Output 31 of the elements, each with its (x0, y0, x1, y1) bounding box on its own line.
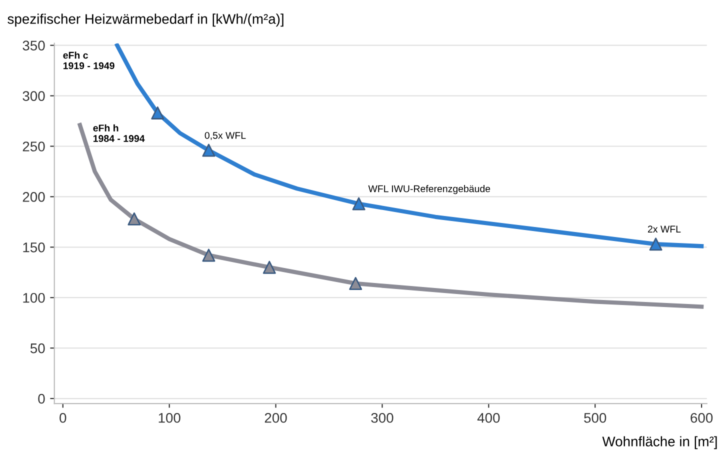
annotation: WFL IWU-Referenzgebäude (368, 185, 490, 194)
annotation: 0,5x WFL (204, 132, 246, 140)
point (128, 212, 141, 226)
x-tick-label: 500 (584, 412, 606, 423)
point (649, 238, 662, 251)
x-axis-title: Wohnfläche in [m²] (602, 436, 717, 450)
x-tick-label: 100 (158, 412, 180, 423)
y-tick-label: 250 (22, 142, 45, 152)
line-series (78, 122, 704, 309)
x-tick-label: 300 (371, 412, 394, 423)
x-tick-label: 600 (690, 412, 713, 423)
point (202, 144, 216, 157)
point (151, 106, 164, 120)
point (352, 197, 366, 210)
point (202, 248, 216, 262)
annotation: 2x WFL (648, 226, 681, 232)
y-tick-label: 50 (30, 343, 45, 354)
y-tick-label: 100 (23, 292, 45, 303)
y-tick-label: 0 (38, 394, 45, 404)
point (262, 260, 276, 274)
annotation: eFh h 1984 - 1994 (93, 124, 145, 142)
y-tick-label: 150 (23, 242, 45, 252)
x-tick-label: 0 (60, 412, 66, 423)
x-tick-label: 400 (477, 412, 500, 423)
y-tick-label: 300 (22, 91, 45, 101)
y-tick-label: 350 (22, 40, 45, 51)
x-tick-label: 200 (264, 412, 287, 423)
y-axis-title: spezifischer Heizwärmebedarf in [kWh/(m²a)] (8, 14, 284, 27)
y-tick-label: 200 (22, 192, 45, 202)
annotation: eFh c 1919 - 1949 (63, 52, 114, 70)
point (349, 276, 362, 290)
